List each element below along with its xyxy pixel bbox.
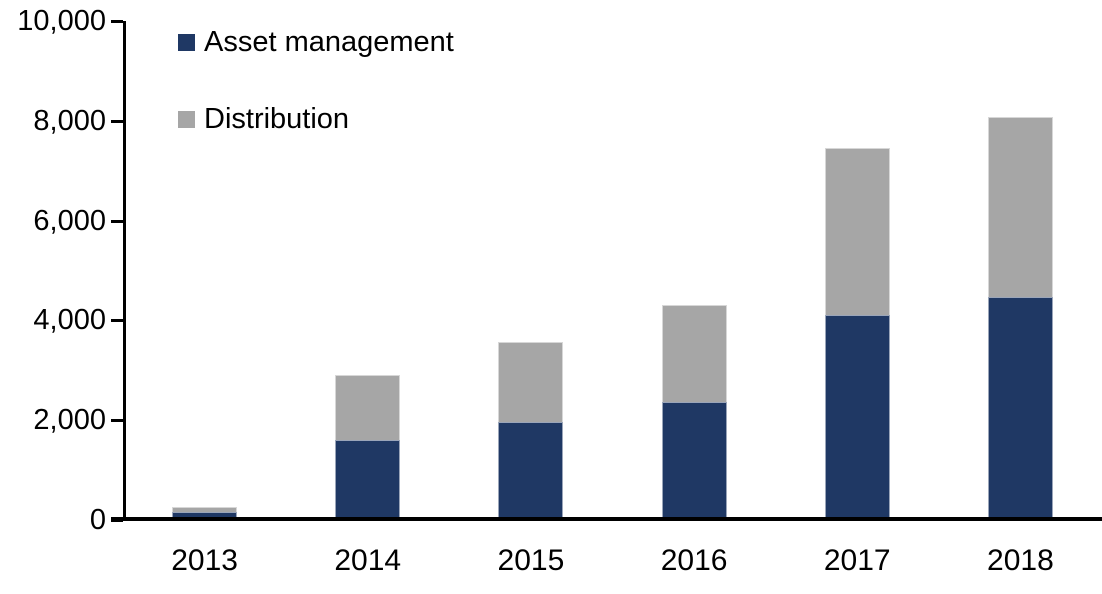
bar-segment-2018-distribution bbox=[987, 117, 1053, 297]
bar-segment-2014-distribution bbox=[335, 375, 401, 440]
bar-2013 bbox=[172, 507, 238, 517]
bar-segment-2017-asset-management bbox=[824, 315, 890, 517]
y-axis-tick-mark bbox=[111, 319, 123, 323]
asset-management-swatch-icon bbox=[178, 33, 195, 51]
y-axis-tick-label: 0 bbox=[89, 504, 106, 536]
x-axis-tick-label-2014: 2014 bbox=[334, 544, 402, 577]
distribution-swatch-icon bbox=[178, 110, 195, 128]
plot-area bbox=[123, 21, 1102, 517]
x-axis-tick-label-2017: 2017 bbox=[823, 544, 891, 577]
y-axis-tick-mark bbox=[111, 119, 123, 123]
legend: Asset management Distribution bbox=[178, 26, 454, 180]
y-axis-tick-mark bbox=[111, 20, 123, 23]
legend-label-asset-management: Asset management bbox=[204, 25, 454, 58]
x-axis-tick-label-2013: 2013 bbox=[171, 544, 238, 577]
bar-segment-2016-asset-management bbox=[661, 402, 727, 517]
y-axis-tick-label: 2,000 bbox=[33, 404, 106, 437]
bar-segment-2014-asset-management bbox=[335, 440, 401, 517]
y-axis-tick-mark bbox=[111, 219, 123, 223]
x-axis-tick-label-2016: 2016 bbox=[660, 544, 728, 577]
y-axis-tick-label: 8,000 bbox=[33, 104, 106, 137]
bar-segment-2018-asset-management bbox=[987, 297, 1053, 517]
bar-segment-2015-asset-management bbox=[498, 422, 564, 517]
y-axis-line bbox=[123, 21, 126, 520]
legend-item-asset-management: Asset management bbox=[178, 26, 454, 58]
x-axis-tick-label-2018: 2018 bbox=[987, 544, 1054, 577]
legend-label-distribution: Distribution bbox=[204, 102, 350, 135]
bar-2018 bbox=[987, 117, 1053, 517]
y-axis-tick-mark bbox=[111, 519, 123, 522]
bar-2017 bbox=[824, 148, 890, 517]
x-axis-line bbox=[111, 517, 1102, 521]
legend-item-distribution: Distribution bbox=[178, 103, 454, 135]
bar-segment-2016-distribution bbox=[661, 305, 727, 402]
bar-segment-2015-distribution bbox=[498, 342, 564, 422]
bar-2015 bbox=[498, 342, 564, 517]
bar-segment-2017-distribution bbox=[824, 148, 890, 315]
y-axis-tick-label: 4,000 bbox=[33, 304, 106, 337]
bar-segment-2013-asset-management bbox=[172, 512, 238, 517]
y-axis-tick-label: 10,000 bbox=[17, 5, 106, 37]
y-axis-tick-label: 6,000 bbox=[33, 204, 106, 237]
bar-2014 bbox=[335, 375, 401, 517]
bar-2016 bbox=[661, 305, 727, 517]
x-axis-tick-label-2015: 2015 bbox=[497, 544, 565, 577]
bar-segment-2013-distribution bbox=[172, 507, 238, 512]
y-axis-tick-mark bbox=[111, 419, 123, 423]
